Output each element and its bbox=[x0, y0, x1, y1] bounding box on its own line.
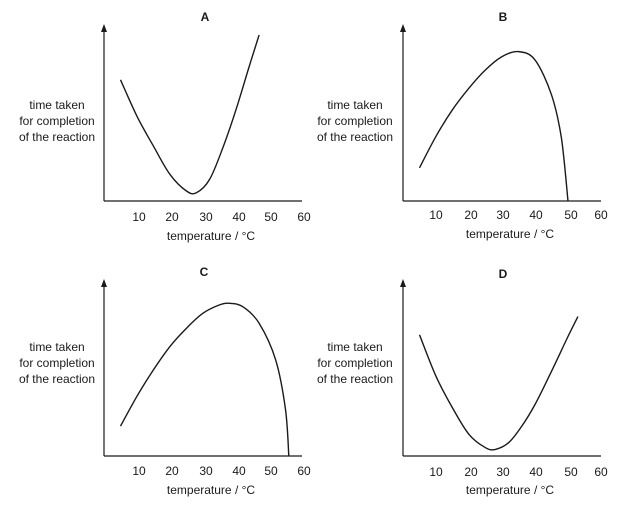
panel-d-tick-label: 40 bbox=[529, 465, 543, 479]
panel-a-ylabel-line: of the reaction bbox=[19, 130, 95, 144]
panel-c-tick-label: 60 bbox=[297, 464, 311, 478]
panel-b-xlabel: temperature / °C bbox=[466, 227, 555, 241]
panel-c-ylabel-line: time taken bbox=[29, 340, 84, 354]
panel-d-ylabel-line: time taken bbox=[327, 340, 382, 354]
panel-b-y-arrow bbox=[400, 24, 406, 32]
panel-c-ylabel-line: for completion bbox=[19, 356, 94, 370]
panel-c-tick-label: 40 bbox=[232, 464, 246, 478]
panel-a-ylabel-line: time taken bbox=[29, 98, 84, 112]
panel-b-ylabel-line: time taken bbox=[327, 98, 382, 112]
panel-d-ylabel-line: of the reaction bbox=[317, 372, 393, 386]
panel-c-ylabel-line: of the reaction bbox=[19, 372, 95, 386]
panel-d-xlabel: temperature / °C bbox=[466, 483, 555, 497]
panel-b-tick-label: 20 bbox=[464, 208, 478, 222]
panel-b-tick-label: 10 bbox=[429, 208, 443, 222]
panel-c-tick-label: 20 bbox=[165, 464, 179, 478]
panel-b-title: B bbox=[499, 10, 508, 24]
panel-b-ylabel-line: for completion bbox=[317, 114, 392, 128]
panel-c-title: C bbox=[200, 265, 209, 279]
panel-b-tick-label: 40 bbox=[529, 208, 543, 222]
panel-c-tick-label: 50 bbox=[264, 464, 278, 478]
panel-b-tick-label: 60 bbox=[594, 208, 608, 222]
panel-d-title: D bbox=[499, 267, 508, 281]
panel-a-xlabel: temperature / °C bbox=[167, 229, 256, 243]
panel-d-curve bbox=[418, 316, 579, 451]
panel-b-curve bbox=[418, 50, 569, 202]
panel-d-tick-label: 20 bbox=[464, 465, 478, 479]
panel-b-ylabel-line: of the reaction bbox=[317, 130, 393, 144]
panel-b-tick-label: 50 bbox=[564, 208, 578, 222]
panel-a-y-arrow bbox=[101, 24, 107, 32]
panel-a-curve bbox=[119, 34, 260, 195]
panel-d-tick-label: 60 bbox=[594, 465, 608, 479]
panel-a-tick-label: 40 bbox=[232, 210, 246, 224]
panel-c-xlabel: temperature / °C bbox=[167, 483, 256, 497]
panel-c-tick-label: 30 bbox=[199, 464, 213, 478]
panel-a-tick-label: 30 bbox=[199, 210, 213, 224]
panel-d-tick-label: 30 bbox=[496, 465, 510, 479]
panel-c-y-arrow bbox=[101, 279, 107, 287]
panel-d-tick-label: 10 bbox=[429, 465, 443, 479]
panel-c-tick-label: 10 bbox=[132, 464, 146, 478]
panel-d-ylabel-line: for completion bbox=[317, 356, 392, 370]
panel-a-tick-label: 60 bbox=[297, 210, 311, 224]
panel-a-tick-label: 20 bbox=[165, 210, 179, 224]
panel-a-title: A bbox=[201, 10, 210, 24]
panel-d-tick-label: 50 bbox=[564, 465, 578, 479]
panel-a-tick-label: 50 bbox=[264, 210, 278, 224]
panel-a-ylabel-line: for completion bbox=[19, 114, 94, 128]
panel-c-curve bbox=[119, 302, 290, 457]
panel-d-y-arrow bbox=[400, 279, 406, 287]
panel-b-tick-label: 30 bbox=[496, 208, 510, 222]
panel-a-tick-label: 10 bbox=[132, 210, 146, 224]
